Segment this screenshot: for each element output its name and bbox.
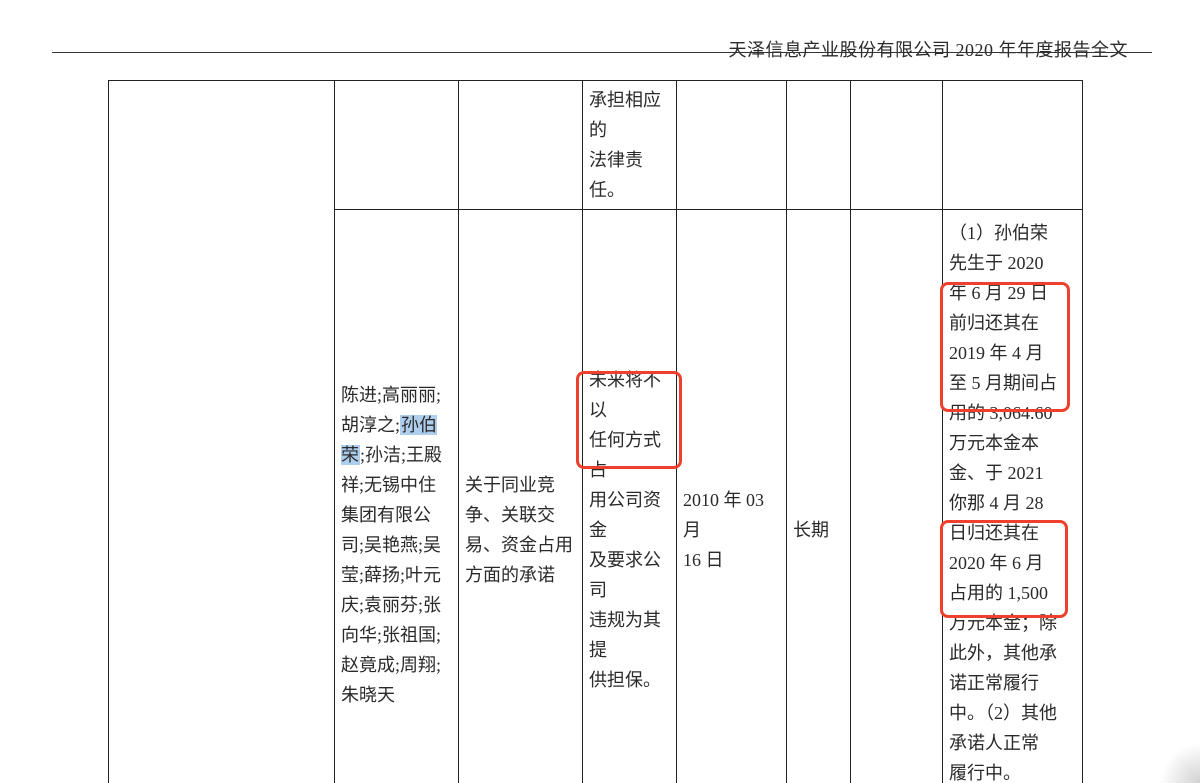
header-rule xyxy=(52,52,1152,53)
commitment-table: 承担相应的 法律责任。 陈进;高丽丽; 胡淳之;孙伯 荣;孙洁;王殿 祥;无锡中… xyxy=(108,80,1083,783)
cell-date: 2010 年 03 月 16 日 xyxy=(677,210,787,783)
cell-parties: 陈进;高丽丽; 胡淳之;孙伯 荣;孙洁;王殿 祥;无锡中住 集团有限公 司;吴艳… xyxy=(335,210,459,783)
parties-post: ;孙洁;王殿 祥;无锡中住 集团有限公 司;吴艳燕;吴 莹;薛扬;叶元 庆;袁丽… xyxy=(341,445,442,705)
cell-empty xyxy=(787,81,851,210)
cell-term: 长期 xyxy=(787,210,851,783)
cell-empty xyxy=(459,81,583,210)
cell-empty xyxy=(943,81,1083,210)
cell-empty xyxy=(335,81,459,210)
cell-empty xyxy=(851,81,943,210)
cell-empty xyxy=(851,210,943,783)
page-header: 天泽信息产业股份有限公司 2020 年年度报告全文 xyxy=(729,36,1129,62)
cell-empty xyxy=(677,81,787,210)
table-row: 承担相应的 法律责任。 xyxy=(109,81,1083,210)
page-root: 天泽信息产业股份有限公司 2020 年年度报告全文 承担相应的 法律责任。 陈进… xyxy=(0,0,1200,783)
cell-status: （1）孙伯荣 先生于 2020 年 6 月 29 日 前归还其在 2019 年 … xyxy=(943,210,1083,783)
cell-commitment: 未来将不以 任何方式占 用公司资金 及要求公司 违规为其提 供担保。 xyxy=(583,210,677,783)
cell-topic: 关于同业竞 争、关联交 易、资金占用 方面的承诺 xyxy=(459,210,583,783)
cell-blank-left xyxy=(109,81,335,783)
cell-top-c3: 承担相应的 法律责任。 xyxy=(583,81,677,210)
